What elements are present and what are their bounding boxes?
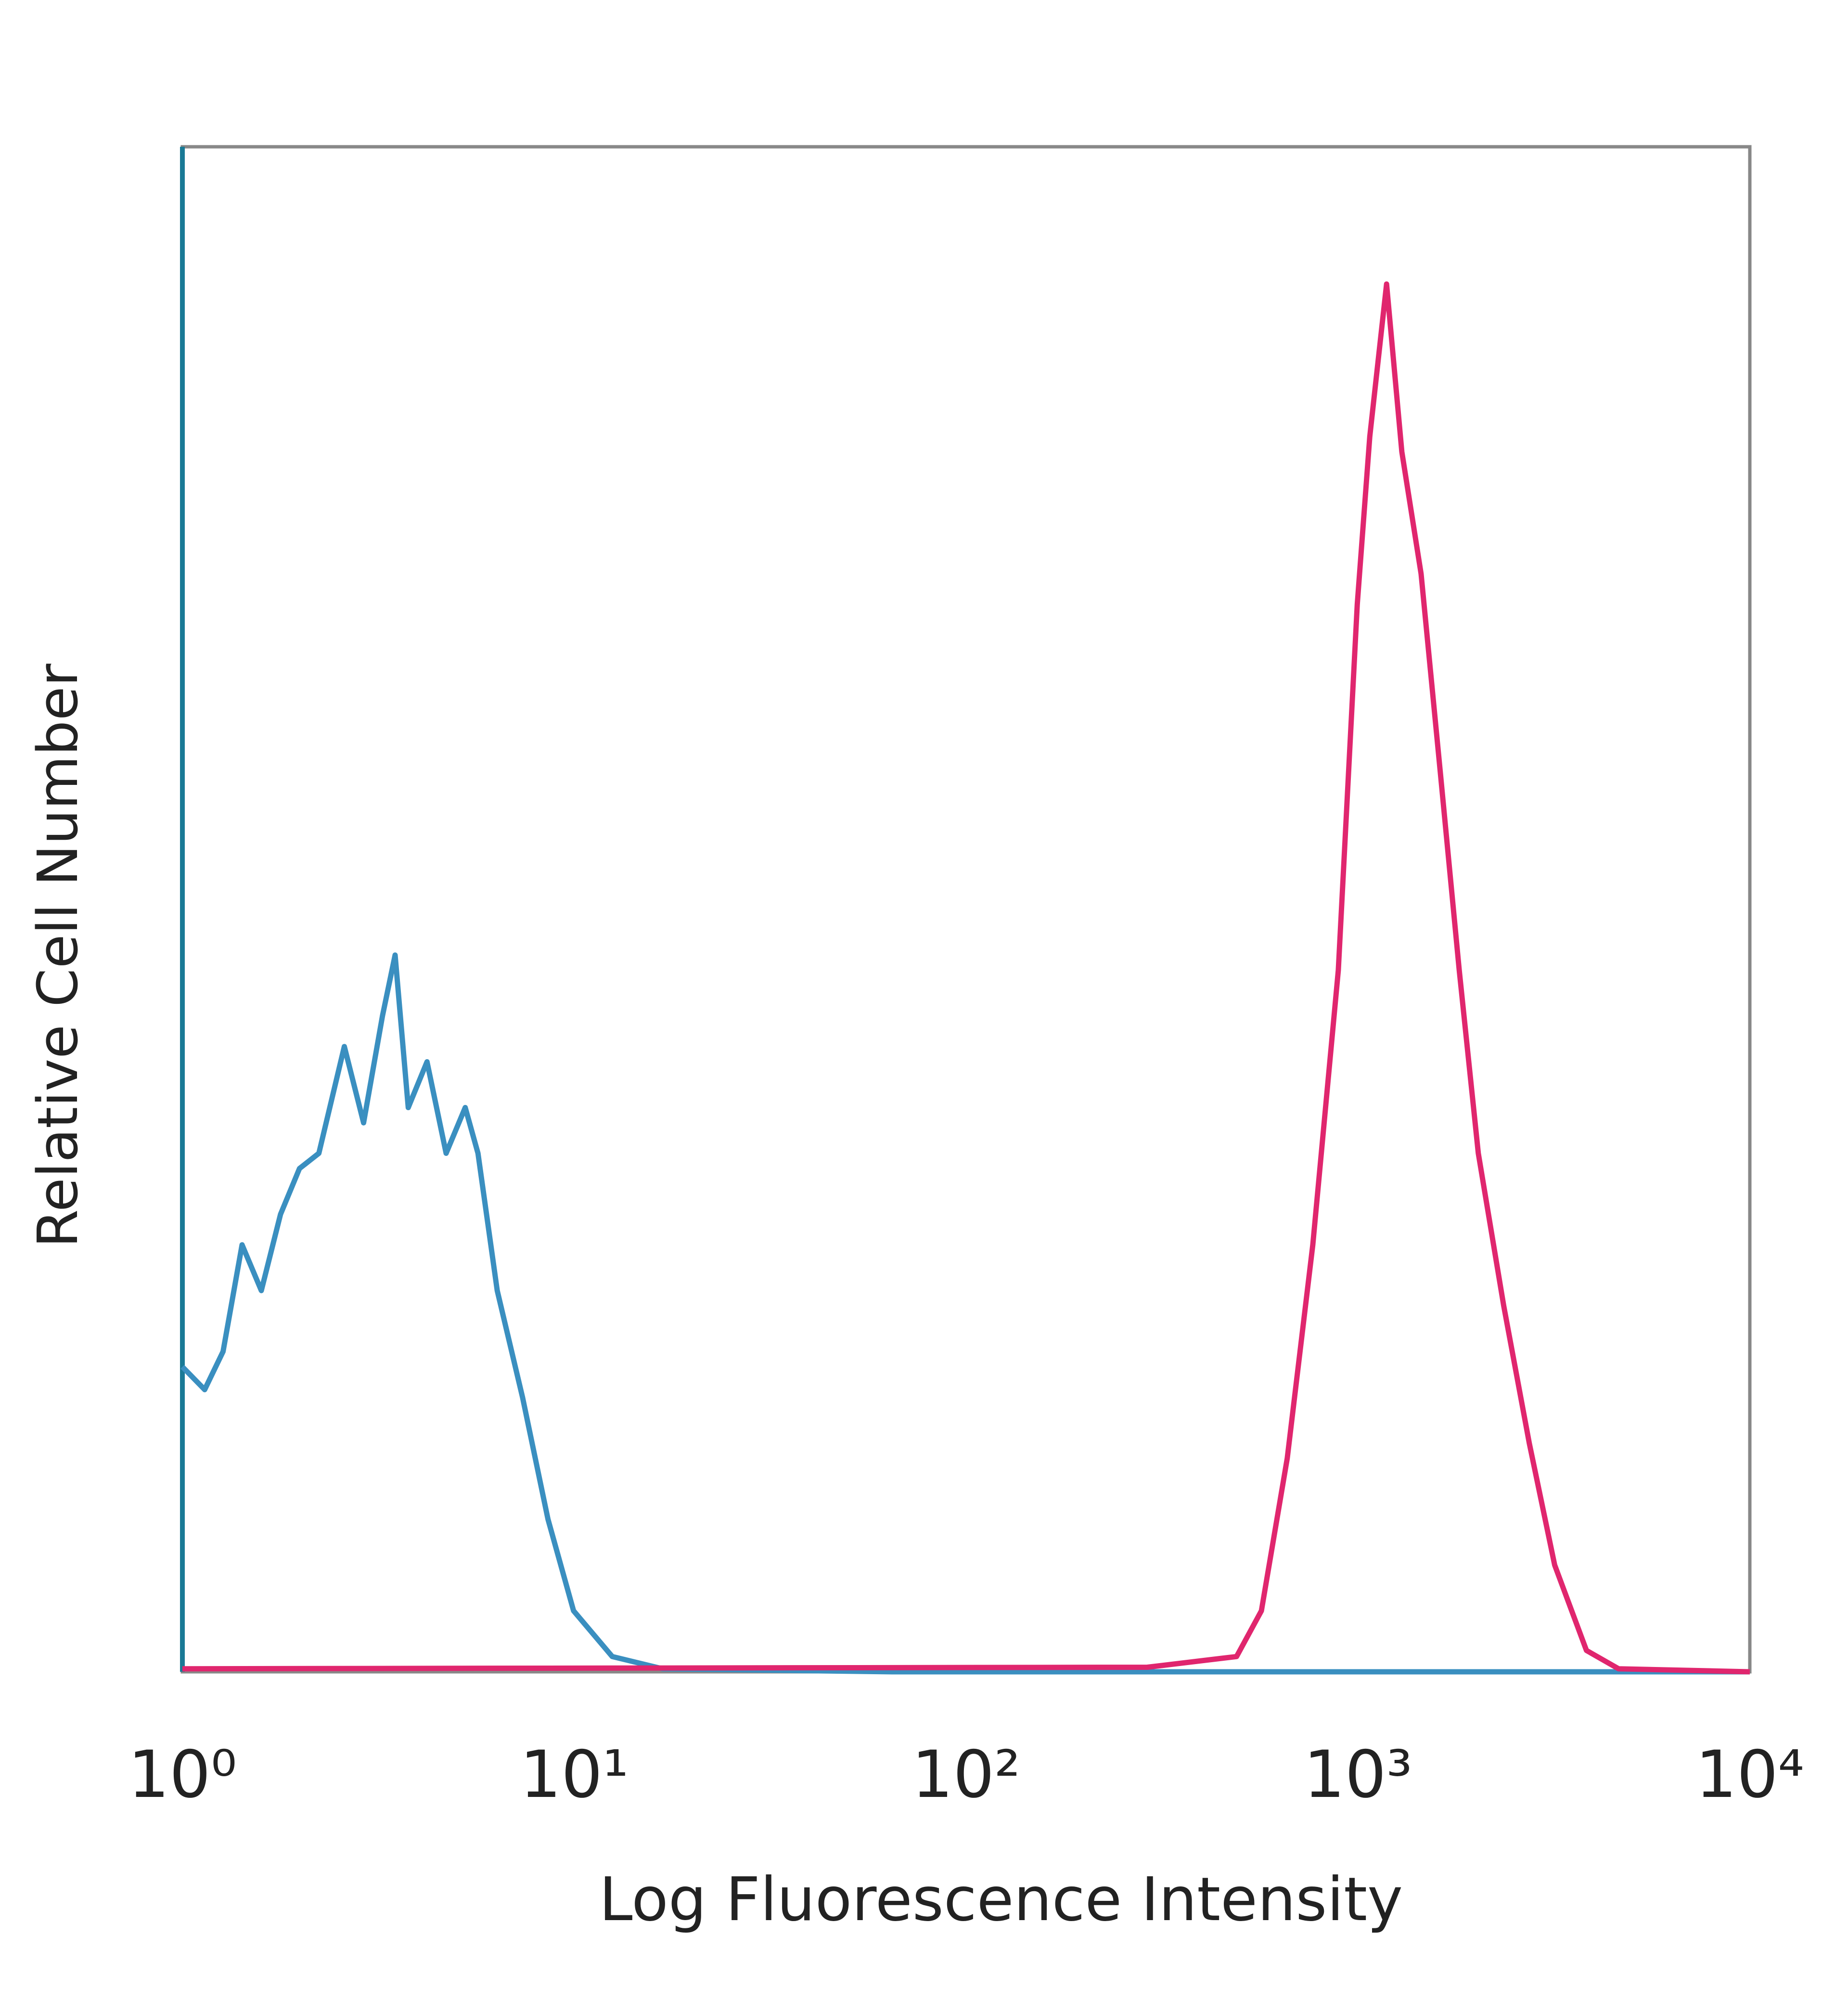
- x-tick-label: 10²: [912, 1737, 1021, 1812]
- histogram-line: [182, 281, 1750, 1675]
- histogram-line: [180, 952, 1750, 1675]
- x-tick-label: 10⁰: [128, 1737, 237, 1812]
- plot-frame: [180, 145, 1752, 1674]
- x-tick-label: 10¹: [520, 1737, 629, 1812]
- x-tick-label: 10⁴: [1695, 1737, 1804, 1812]
- x-tick-label: 10³: [1304, 1737, 1412, 1812]
- x-axis-label: Log Fluorescence Intensity: [599, 1865, 1403, 1935]
- y-axis-label: Relative Cell Number: [26, 663, 90, 1248]
